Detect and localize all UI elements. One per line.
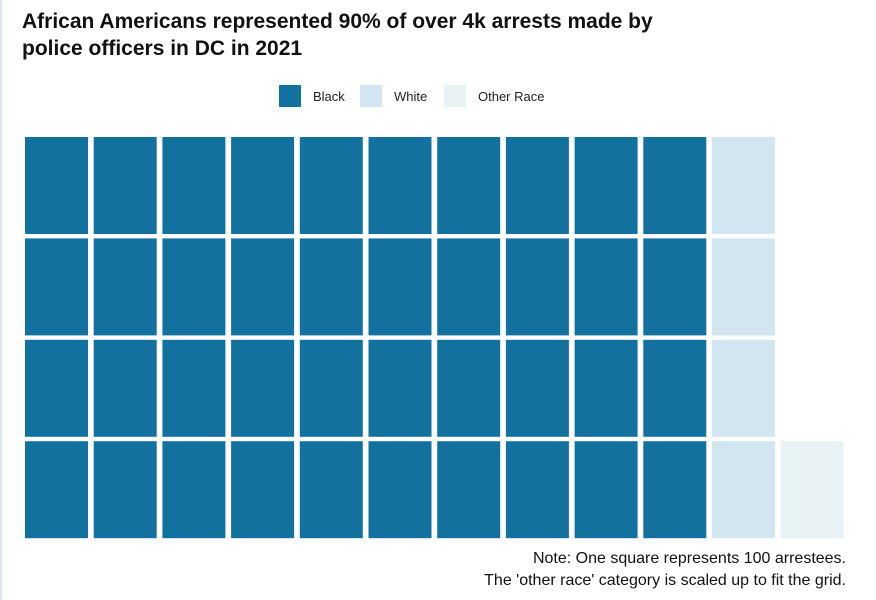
waffle-square-black: [162, 238, 226, 336]
note-line-2: The 'other race' category is scaled up t…: [484, 572, 846, 589]
waffle-square-black: [505, 339, 569, 437]
waffle-square-black: [574, 339, 638, 437]
legend-swatch-other-race: [444, 85, 466, 107]
waffle-square-black: [299, 137, 363, 234]
waffle-square-black: [231, 137, 295, 234]
waffle-square-black: [437, 137, 501, 234]
waffle-square-black: [368, 137, 432, 234]
waffle-squares: [25, 137, 844, 539]
waffle-square-black: [437, 238, 501, 336]
waffle-square-black: [231, 238, 295, 336]
waffle-square-black: [574, 441, 638, 539]
waffle-square-black: [93, 339, 157, 437]
waffle-square-black: [643, 339, 707, 437]
note-line-1: Note: One square represents 100 arrestee…: [532, 550, 846, 567]
chart-note: Note: One square represents 100 arrestee…: [484, 548, 846, 592]
waffle-square-white: [712, 339, 775, 437]
chart-title: African Americans represented 90% of ove…: [22, 10, 653, 60]
waffle-square-black: [93, 238, 157, 336]
waffle-square-white: [712, 441, 775, 539]
waffle-square-white: [712, 137, 775, 234]
waffle-square-black: [25, 339, 88, 437]
waffle-square-black: [25, 137, 88, 234]
waffle-square-black: [368, 238, 432, 336]
waffle-square-black: [25, 238, 88, 336]
legend-swatch-black: [279, 85, 301, 107]
waffle-square-other-race: [780, 441, 844, 539]
legend-label-other-race: Other Race: [478, 88, 545, 104]
waffle-square-black: [299, 339, 363, 437]
waffle-square-black: [162, 339, 226, 437]
legend-item-black: Black: [279, 84, 345, 108]
waffle-square-black: [231, 339, 295, 437]
waffle-square-black: [25, 441, 88, 539]
waffle-square-white: [712, 238, 775, 336]
legend-label-white: White: [394, 88, 428, 104]
legend-swatch-white: [360, 85, 382, 107]
waffle-square-black: [643, 238, 707, 336]
waffle-square-black: [505, 137, 569, 234]
waffle-square-black: [93, 441, 157, 539]
waffle-square-black: [574, 137, 638, 234]
waffle-square-black: [643, 441, 707, 539]
waffle-square-black: [368, 339, 432, 437]
left-border-line: [0, 0, 2, 600]
waffle-square-black: [299, 441, 363, 539]
waffle-square-black: [437, 339, 501, 437]
waffle-square-black: [93, 137, 157, 234]
waffle-square-black: [643, 137, 707, 234]
waffle-square-black: [505, 238, 569, 336]
waffle-square-black: [574, 238, 638, 336]
waffle-square-black: [505, 441, 569, 539]
legend-label-black: Black: [313, 88, 345, 104]
waffle-square-black: [231, 441, 295, 539]
waffle-square-black: [162, 441, 226, 539]
waffle-square-black: [299, 238, 363, 336]
legend-item-other-race: Other Race: [444, 84, 544, 108]
waffle-square-black: [162, 137, 226, 234]
legend: Black White Other Race: [0, 84, 876, 108]
waffle-square-black: [368, 441, 432, 539]
waffle-square-black: [437, 441, 501, 539]
legend-item-white: White: [360, 84, 427, 108]
